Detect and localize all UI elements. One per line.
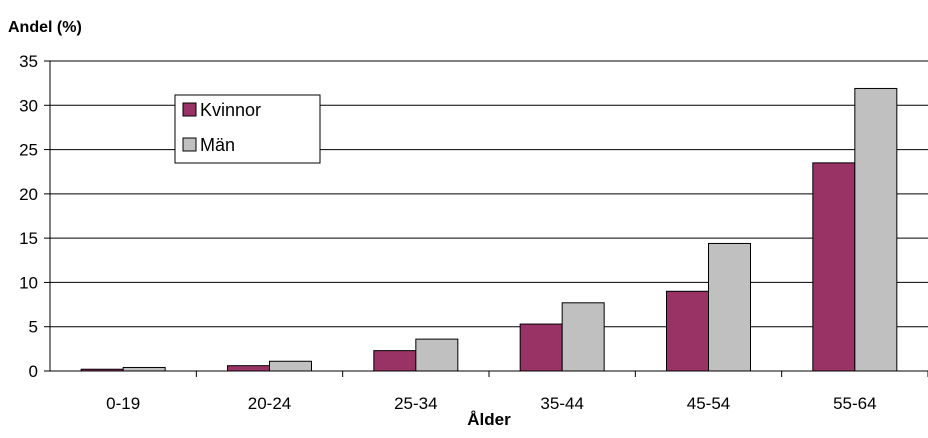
bar-man-35-44 [561, 302, 605, 372]
legend: Kvinnor Män [174, 94, 321, 164]
x-tick-label: 20-24 [248, 394, 291, 413]
bar-man-55-64 [854, 87, 898, 372]
bar-kvinnor-20-24 [227, 365, 270, 372]
y-tick-label: 35 [19, 52, 38, 71]
bars [80, 87, 898, 372]
x-axis-label: Ålder [467, 410, 511, 429]
y-tick-label: 15 [19, 229, 38, 248]
x-tick-label: 35-44 [540, 394, 583, 413]
x-tick-label: 0-19 [106, 394, 140, 413]
bar-kvinnor-45-54 [666, 290, 709, 372]
bar-man-25-34 [415, 338, 459, 372]
x-tick-label: 45-54 [687, 394, 730, 413]
bar-man-0-19 [122, 366, 166, 372]
y-tick-label: 0 [29, 362, 38, 381]
y-tick-label: 20 [19, 185, 38, 204]
y-tick-label: 5 [29, 318, 38, 337]
bar-man-45-54 [708, 242, 751, 372]
x-tick-label: 55-64 [833, 394, 876, 413]
bar-kvinnor-55-64 [812, 162, 856, 372]
bar-kvinnor-25-34 [373, 350, 417, 372]
legend-box [174, 94, 321, 164]
x-tick-label: 25-34 [394, 394, 437, 413]
y-tick-label: 10 [19, 273, 38, 292]
y-tick-label: 30 [19, 96, 38, 115]
legend-swatch-man [182, 137, 197, 152]
bar-kvinnor-35-44 [519, 323, 563, 372]
y-tick-labels: 0 5 10 15 20 25 30 35 [19, 52, 38, 381]
legend-label-kvinnor: Kvinnor [200, 100, 261, 120]
bar-man-20-24 [269, 360, 312, 372]
legend-swatch-kvinnor [182, 102, 197, 117]
y-tick-label: 25 [19, 141, 38, 160]
x-tick-labels: 0-19 20-24 25-34 35-44 45-54 55-64 [106, 371, 928, 413]
legend-label-man: Män [200, 135, 235, 155]
y-axis-label: Andel (%) [8, 19, 82, 36]
